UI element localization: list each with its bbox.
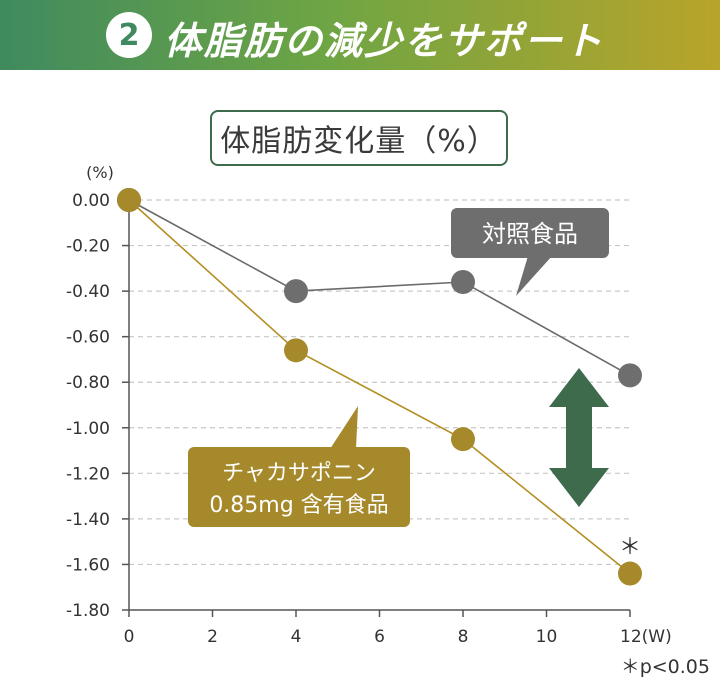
- y-tick-label: -1.40: [66, 510, 110, 530]
- x-tick-label: 2: [207, 627, 218, 647]
- test-callout-label-line2: 0.85mg 含有食品: [209, 493, 388, 518]
- chart-title: 体脂肪変化量（%）: [210, 110, 508, 166]
- test-callout-label-line1: チャカサポニン: [222, 461, 376, 486]
- section-number-badge: 2: [106, 12, 152, 58]
- y-tick-label: -1.80: [66, 601, 110, 621]
- data-point-test: [451, 427, 475, 452]
- control-callout-label: 対照食品: [482, 220, 578, 248]
- header-banner: 2 体脂肪の減少をサポート: [0, 0, 720, 70]
- y-axis-unit-label: (%): [86, 163, 114, 182]
- x-tick-label: 8: [458, 627, 469, 647]
- y-tick-label: -0.60: [66, 328, 110, 348]
- data-point-control: [284, 279, 308, 304]
- x-tick-label: 4: [291, 627, 302, 647]
- y-tick-label: -1.60: [66, 555, 110, 575]
- x-tick-label: 12(W): [620, 627, 672, 647]
- data-point-control: [618, 363, 642, 388]
- series-lines: [128, 199, 631, 575]
- series-line-control: [128, 199, 631, 377]
- data-point-test: [618, 561, 642, 586]
- data-points: [117, 188, 642, 586]
- significance-mark: ＊: [619, 535, 641, 560]
- difference-double-arrow: [549, 368, 609, 507]
- data-point-test: [117, 188, 141, 212]
- x-tick-label: 6: [374, 627, 385, 647]
- y-tick-label: -1.00: [66, 419, 110, 439]
- test-callout: チャカサポニン 0.85mg 含有食品: [188, 406, 410, 527]
- series-line-test: [128, 199, 631, 575]
- y-tick-label: 0.00: [72, 191, 110, 211]
- y-tick-label: -0.40: [66, 282, 110, 302]
- data-point-test: [284, 338, 308, 363]
- y-tick-label: -0.20: [66, 237, 110, 257]
- control-callout: 対照食品: [451, 208, 609, 296]
- y-tick-label: -0.80: [66, 373, 110, 393]
- axes: 0.00 -0.20 -0.40 -0.60 -0.80 -1.00 -1.20 -1.40 -…: [66, 190, 672, 647]
- data-point-control: [451, 270, 475, 294]
- x-tick-label: 10: [536, 627, 558, 647]
- banner-title: 体脂肪の減少をサポート: [164, 19, 605, 63]
- x-tick-label: 0: [124, 627, 135, 647]
- y-tick-label: -1.20: [66, 464, 110, 484]
- significance-footnote: ＊p<0.05: [620, 656, 710, 678]
